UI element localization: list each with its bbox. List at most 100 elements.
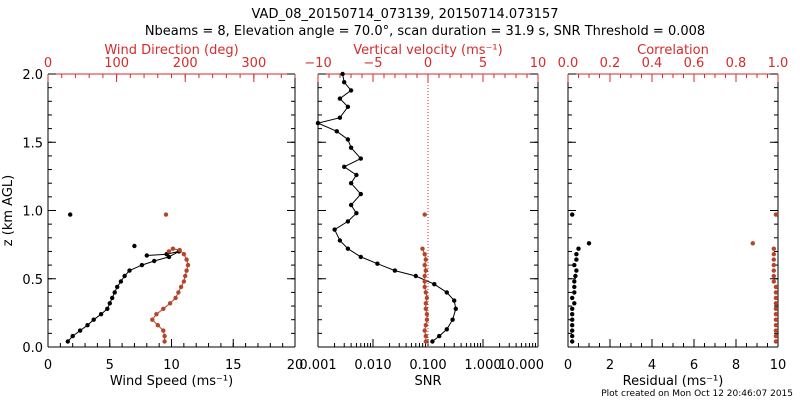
x-tick-label: 20 bbox=[287, 358, 304, 373]
wind-speed-point bbox=[152, 258, 157, 264]
correlation-point bbox=[773, 290, 779, 295]
correlation-point bbox=[771, 262, 776, 268]
snr-point bbox=[444, 290, 449, 295]
snr-point bbox=[348, 145, 354, 150]
top-axis-label: Wind Direction (deg) bbox=[104, 43, 238, 58]
vertical-velocity-point bbox=[423, 323, 428, 328]
correlation-point bbox=[773, 328, 779, 333]
snr-point bbox=[437, 333, 442, 339]
wind-direction-point bbox=[181, 279, 187, 284]
wind-speed-point bbox=[115, 284, 120, 290]
residual-point bbox=[570, 312, 575, 317]
x-tick-label: 10.000 bbox=[499, 358, 545, 373]
vertical-velocity-point bbox=[424, 295, 430, 301]
correlation-point bbox=[750, 241, 755, 246]
vertical-velocity-point bbox=[420, 246, 425, 251]
snr-point bbox=[375, 261, 380, 266]
wind-direction-point bbox=[184, 257, 189, 262]
residual-point bbox=[570, 306, 575, 311]
x-tick-label: 5 bbox=[106, 358, 114, 373]
wind-speed-line bbox=[67, 250, 180, 342]
residual-point bbox=[574, 257, 579, 262]
correlation-point bbox=[773, 333, 779, 339]
correlation-point bbox=[771, 268, 776, 273]
vertical-velocity-point bbox=[423, 268, 428, 273]
vertical-velocity-point bbox=[422, 212, 427, 217]
vertical-velocity-point bbox=[423, 257, 428, 262]
x-tick-label: 1.000 bbox=[464, 358, 501, 373]
wind-direction-point bbox=[163, 212, 169, 217]
residual-point bbox=[574, 252, 579, 257]
vertical-velocity-point bbox=[422, 252, 427, 257]
residual-point bbox=[574, 268, 579, 273]
wind-speed-point bbox=[122, 273, 127, 279]
snr-point bbox=[332, 227, 337, 232]
wind-speed-point bbox=[144, 253, 149, 258]
residual-point bbox=[570, 295, 575, 301]
wind-direction-point bbox=[176, 290, 181, 295]
x-tick-label: 15 bbox=[225, 358, 242, 373]
x-tick-label: 6 bbox=[690, 358, 698, 373]
top-tick-label: 0.2 bbox=[600, 56, 621, 71]
snr-point bbox=[358, 156, 363, 161]
wind-speed-point bbox=[112, 290, 117, 295]
y-axis-label: z (km AGL) bbox=[1, 175, 16, 246]
vertical-velocity-point bbox=[423, 306, 428, 311]
wind-speed-point bbox=[65, 339, 71, 344]
x-tick-label: 4 bbox=[648, 358, 656, 373]
correlation-point bbox=[771, 279, 776, 284]
vertical-velocity-point bbox=[422, 279, 427, 284]
snr-point bbox=[334, 129, 339, 134]
correlation-point bbox=[773, 284, 779, 290]
correlation-point bbox=[773, 339, 779, 344]
y-tick-label: 0.0 bbox=[22, 341, 43, 356]
snr-point bbox=[337, 96, 343, 101]
snr-point bbox=[358, 254, 363, 260]
wind-speed-point bbox=[91, 317, 96, 322]
residual-point bbox=[573, 273, 578, 279]
wind-direction-point bbox=[173, 295, 178, 301]
x-tick-label: 0 bbox=[44, 358, 52, 373]
snr-point bbox=[315, 120, 321, 126]
top-axis-label: Vertical velocity (ms⁻¹) bbox=[353, 43, 502, 58]
snr-line bbox=[316, 73, 457, 342]
wind-speed-point bbox=[77, 328, 83, 333]
correlation-point bbox=[773, 323, 779, 328]
y-tick-label: 1.5 bbox=[22, 136, 43, 151]
top-tick-label: 200 bbox=[173, 56, 198, 71]
wind-direction-point bbox=[161, 306, 166, 311]
snr-point bbox=[453, 306, 458, 311]
x-tick-label: 10 bbox=[163, 358, 180, 373]
snr-point bbox=[452, 298, 457, 303]
snr-point bbox=[345, 219, 351, 224]
y-tick-label: 1.0 bbox=[22, 205, 43, 220]
wind-direction-point bbox=[178, 284, 184, 290]
wind-direction-point bbox=[166, 249, 171, 254]
top-tick-label: 1.0 bbox=[768, 56, 789, 71]
vertical-velocity-point bbox=[422, 273, 427, 279]
y-tick-label: 2.0 bbox=[22, 68, 43, 83]
vertical-velocity-point bbox=[423, 301, 428, 306]
correlation-point bbox=[771, 273, 776, 279]
wind-speed-point bbox=[105, 306, 110, 311]
wind-direction-point bbox=[183, 273, 188, 279]
snr-point bbox=[432, 282, 437, 287]
x-tick-label: 2 bbox=[606, 358, 614, 373]
residual-point bbox=[572, 290, 577, 295]
vertical-velocity-point bbox=[424, 317, 430, 322]
correlation-point bbox=[771, 252, 776, 257]
plot-footer: Plot created on Mon Oct 12 20:46:07 2015 bbox=[601, 389, 793, 399]
wind-direction-point bbox=[162, 333, 167, 339]
snr-point bbox=[337, 115, 343, 120]
wind-speed-point bbox=[127, 268, 132, 273]
top-tick-label: 0.8 bbox=[726, 56, 747, 71]
residual-panel: 0 2 4 6 8 10 Residual (ms⁻¹) 0.0 0.2 0.4 0.6 0.8 1.0… bbox=[558, 43, 789, 389]
residual-point bbox=[572, 284, 577, 290]
wind-speed-point bbox=[68, 212, 73, 217]
wind-speed-point bbox=[98, 312, 104, 317]
vertical-velocity-point bbox=[422, 262, 427, 268]
residual-point bbox=[572, 301, 577, 306]
correlation-point bbox=[773, 301, 779, 306]
